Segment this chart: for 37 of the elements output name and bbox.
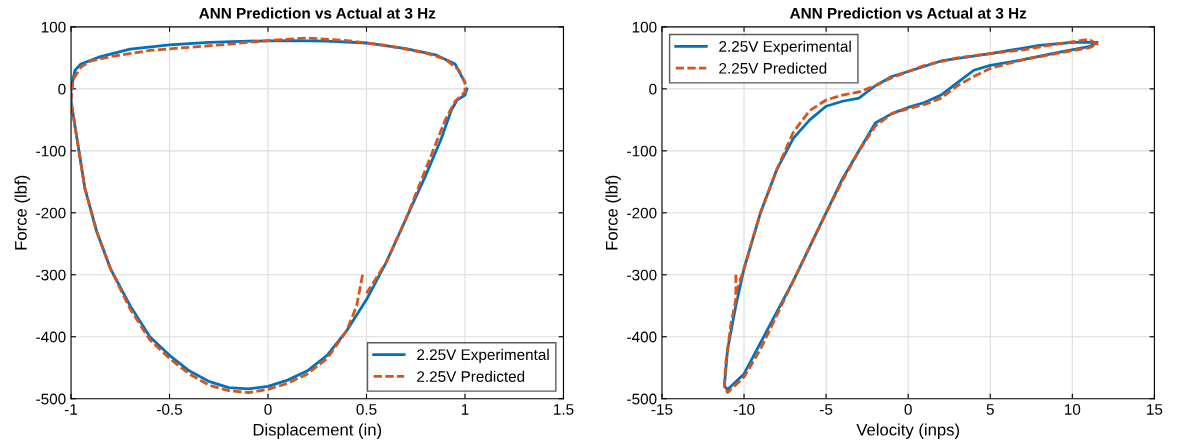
y-tick-label: 0 [649, 83, 657, 95]
y-tick-label: 0 [58, 83, 66, 95]
x-tick-label: 1.5 [554, 404, 574, 415]
x-tick-label: 15 [1147, 404, 1163, 415]
x-tick-label: -0.5 [157, 403, 183, 415]
y-tick-label: -100 [627, 145, 657, 157]
y-axis-title: Force (lbf) [605, 175, 621, 250]
y-tick-label: 100 [632, 21, 657, 33]
x-tick-label: 0 [904, 403, 912, 415]
x-axis-title: Displacement (in) [253, 423, 382, 439]
chart-title: ANN Prediction vs Actual at 3 Hz [199, 7, 436, 19]
y-tick-label: -400 [36, 331, 66, 343]
x-tick-label: -5 [820, 404, 833, 415]
x-tick-label: 0 [264, 403, 272, 415]
x-tick-label: -15 [651, 404, 673, 415]
y-tick-label: -500 [36, 393, 66, 405]
y-tick-label: -300 [627, 269, 657, 281]
x-tick-label: 10 [1065, 403, 1081, 415]
x-tick-label: 0.5 [356, 403, 377, 415]
legend-label: 2.25V Predicted [719, 62, 827, 74]
x-tick-label: 5 [986, 404, 994, 415]
legend-label: 2.25V Experimental [719, 40, 851, 55]
legend-label: 2.25V Experimental [417, 348, 549, 364]
y-tick-label: -500 [627, 393, 657, 405]
x-tick-label: -1 [64, 404, 78, 415]
y-tick-label: 100 [41, 21, 66, 33]
y-tick-label: -300 [36, 269, 66, 281]
y-tick-label: -200 [627, 207, 657, 219]
y-tick-label: -100 [36, 145, 66, 157]
x-axis-title: Velocity (inps) [856, 423, 960, 439]
y-tick-label: -400 [627, 331, 657, 343]
y-tick-label: -200 [36, 207, 66, 219]
x-tick-label: 1 [461, 404, 469, 415]
x-tick-label: -10 [733, 403, 755, 415]
y-axis-title: Force (lbf) [14, 175, 31, 250]
chart-title: ANN Prediction vs Actual at 3 Hz [790, 7, 1027, 19]
legend-label: 2.25V Predicted [417, 370, 525, 382]
